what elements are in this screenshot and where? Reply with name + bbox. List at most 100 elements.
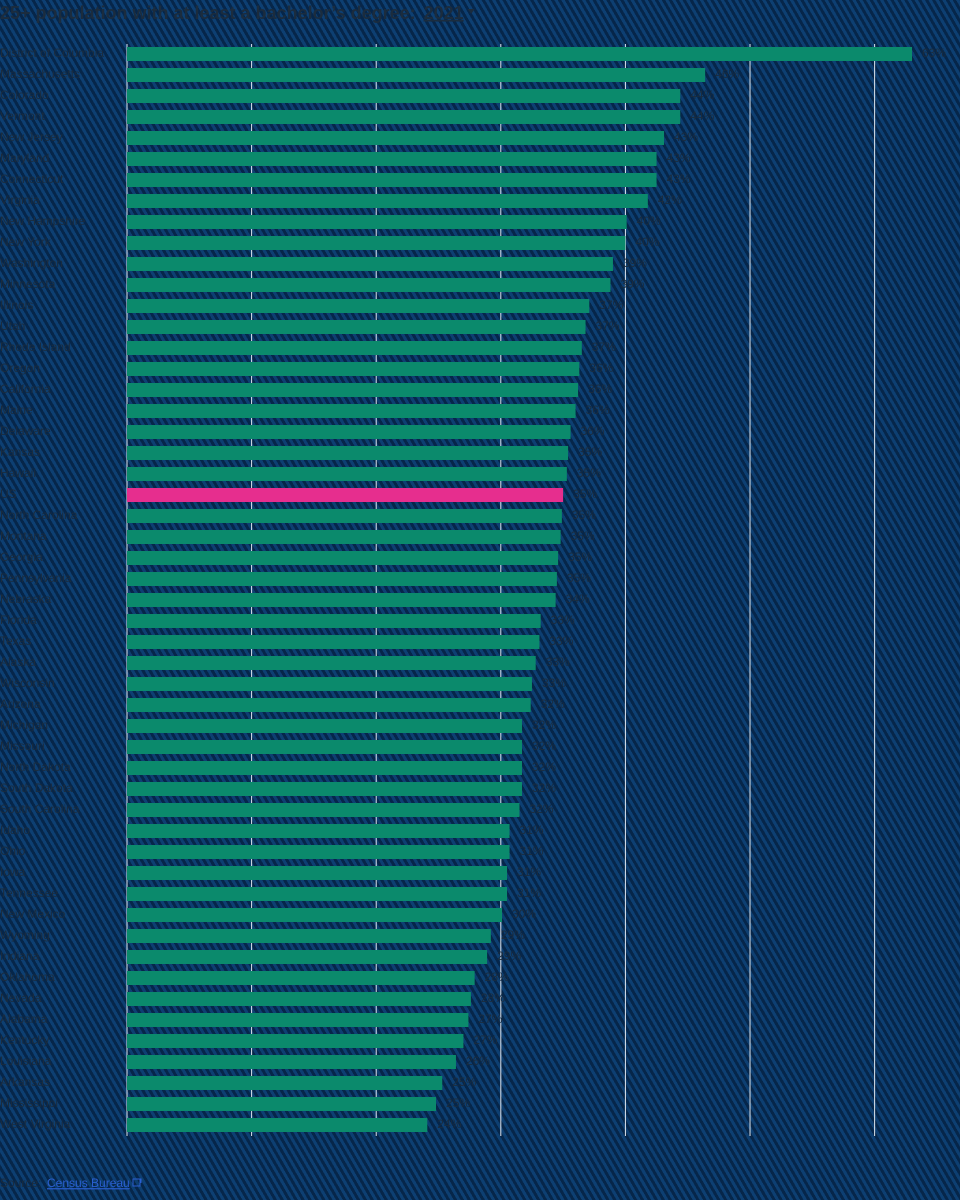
bar [127, 68, 706, 82]
category-label: Kentucky [0, 1033, 49, 1047]
bar [127, 1097, 437, 1111]
category-label: Idaho [0, 823, 30, 837]
value-label: 35% [568, 550, 592, 564]
category-label: Maryland [0, 151, 49, 165]
dropdown-caret[interactable] [467, 9, 475, 14]
bar [127, 1055, 456, 1069]
value-label: 35% [573, 487, 597, 501]
value-label: 36% [586, 403, 610, 417]
category-label: Texas [0, 634, 31, 648]
category-label: Washington [0, 256, 63, 270]
bar [127, 719, 522, 733]
category-label: Connecticut [0, 172, 64, 186]
bar [127, 1076, 443, 1090]
value-label: 32% [532, 718, 556, 732]
value-label: 30% [512, 907, 536, 921]
category-label: District of Columbia [0, 46, 104, 60]
value-label: 28% [481, 991, 505, 1005]
category-label: Alaska [0, 655, 36, 669]
value-label: 27% [478, 1012, 502, 1026]
bar [127, 845, 510, 859]
value-label: 39% [620, 277, 644, 291]
bar [127, 593, 556, 607]
year-selector[interactable]: 2021 [424, 3, 464, 23]
bar [127, 551, 559, 565]
value-label: 33% [549, 634, 573, 648]
value-label: 32% [541, 697, 565, 711]
value-label: 40% [637, 214, 661, 228]
bar [127, 1034, 464, 1048]
bar [127, 740, 522, 754]
category-label: Mississippi [0, 1096, 58, 1110]
value-label: 37% [592, 340, 616, 354]
source-link[interactable]: Census Bureau [47, 1176, 130, 1190]
bar [127, 446, 569, 460]
value-label: 31% [520, 844, 544, 858]
category-label: Iowa [0, 865, 26, 879]
category-label: Massachusetts [0, 67, 80, 81]
value-label: 31% [517, 865, 541, 879]
bar [127, 614, 541, 628]
bar [127, 278, 611, 292]
category-label: Nevada [0, 991, 42, 1005]
bar [127, 635, 540, 649]
category-label: Oregon [0, 361, 40, 375]
category-label: West Virginia [0, 1117, 71, 1131]
bar [127, 509, 562, 523]
category-label: New York [0, 235, 52, 249]
value-label: 37% [596, 319, 620, 333]
value-label: 34% [566, 592, 590, 606]
value-label: 40% [635, 235, 659, 249]
category-label: Arizona [0, 697, 41, 711]
category-label: California [0, 382, 51, 396]
value-label: 39% [623, 256, 647, 270]
bar [127, 425, 571, 439]
value-label: 32% [530, 802, 554, 816]
value-label: 31% [520, 823, 544, 837]
category-label: New Jersey [0, 130, 63, 144]
bar [127, 362, 580, 376]
category-label: Rhode Island [0, 340, 71, 354]
bar [127, 89, 681, 103]
category-label: New Hampshire [0, 214, 86, 228]
bar [127, 992, 471, 1006]
bar [127, 824, 510, 838]
value-label: 28% [485, 970, 509, 984]
category-label: Ohio [0, 844, 26, 858]
value-label: 44% [690, 88, 714, 102]
category-label: Minnesota [0, 277, 56, 291]
category-label: Montana [0, 529, 47, 543]
bar [127, 257, 613, 271]
bar [127, 173, 657, 187]
value-label: 36% [588, 382, 612, 396]
category-label: Vermont [0, 109, 45, 123]
bar [127, 194, 648, 208]
bar [127, 47, 912, 61]
bar [127, 215, 627, 229]
value-label: 25% [446, 1096, 470, 1110]
bar [127, 698, 531, 712]
bar [127, 320, 586, 334]
value-label: 35% [577, 466, 601, 480]
value-label: 26% [466, 1054, 490, 1068]
bar [127, 467, 567, 481]
category-label: Delaware [0, 424, 51, 438]
category-label: North Carolina [0, 508, 78, 522]
category-label: Pennsylvania [0, 571, 72, 585]
bar [127, 383, 579, 397]
bar [127, 761, 522, 775]
bar [127, 110, 681, 124]
value-label: 29% [501, 928, 525, 942]
bar [127, 530, 561, 544]
category-label: South Carolina [0, 802, 80, 816]
value-label: 33% [546, 655, 570, 669]
category-label: Georgia [0, 550, 43, 564]
value-label: 46% [715, 67, 739, 81]
value-label: 35% [572, 508, 596, 522]
category-label: Indiana [0, 949, 40, 963]
value-label: 42% [658, 193, 682, 207]
category-label: Louisiana [0, 1054, 52, 1068]
bar [127, 782, 522, 796]
bar [127, 656, 536, 670]
